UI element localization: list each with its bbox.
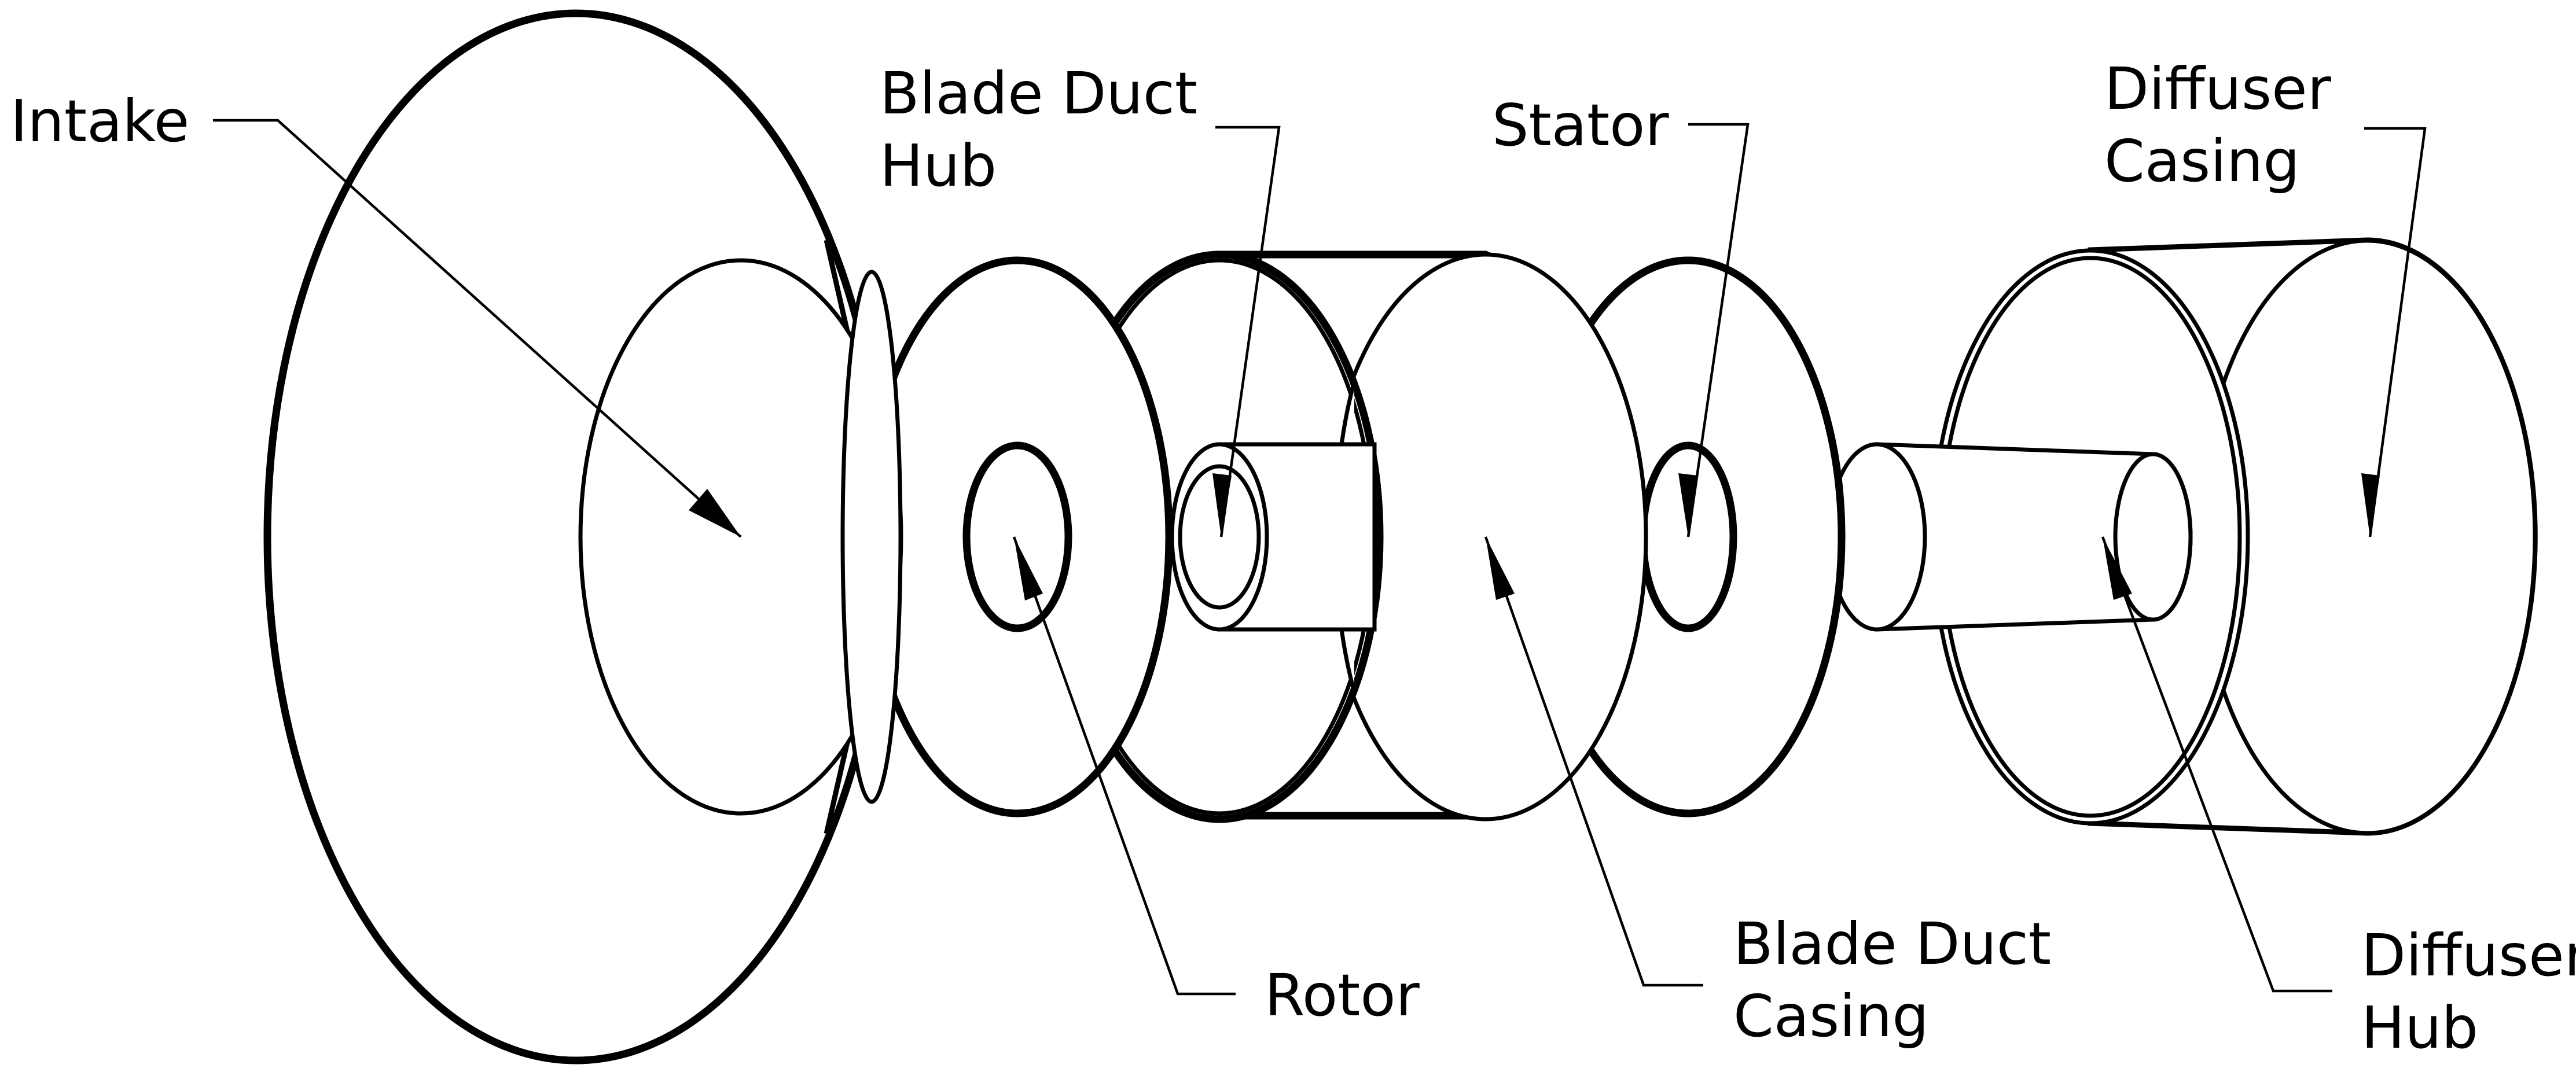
label-stator-line-1: Stator xyxy=(1492,91,1669,159)
label-rotor: Rotor xyxy=(1265,962,1420,1029)
leader-blade-duct-casing xyxy=(1484,536,1703,987)
leader-diffuser-casing xyxy=(2361,127,2427,537)
intake-part xyxy=(263,9,903,1064)
label-blade-duct-casing-line-2: Casing xyxy=(1733,982,1929,1050)
label-rotor-line-1: Rotor xyxy=(1265,962,1420,1029)
label-blade-duct-casing: Blade Duct Casing xyxy=(1733,910,2070,1050)
label-diffuser-hub-line-2: Hub xyxy=(2361,994,2478,1062)
label-diffuser-hub: Diffuser Hub xyxy=(2361,922,2576,1062)
leader-blade-duct-hub xyxy=(1212,126,1281,537)
label-blade-duct-hub: Blade Duct Hub xyxy=(880,60,1216,200)
leader-diffuser-hub xyxy=(2101,536,2332,993)
rotor-part xyxy=(862,256,1173,817)
label-diffuser-hub-line-1: Diffuser xyxy=(2361,922,2576,989)
label-stator: Stator xyxy=(1492,91,1669,159)
leader-intake xyxy=(213,119,742,538)
label-blade-duct-hub-line-2: Hub xyxy=(880,132,997,200)
label-intake: Intake xyxy=(10,87,189,155)
label-blade-duct-casing-line-1: Blade Duct xyxy=(1733,910,2051,978)
blade-duct-hub-part xyxy=(1170,442,1377,632)
label-blade-duct-hub-line-1: Blade Duct xyxy=(880,60,1197,127)
label-diffuser-casing-line-1: Diffuser xyxy=(2104,55,2332,123)
label-diffuser-casing: Diffuser Casing xyxy=(2104,55,2350,195)
leader-stator xyxy=(1678,123,1750,537)
label-intake-line-1: Intake xyxy=(10,87,189,155)
diffuser-hub-part xyxy=(1827,442,2193,632)
label-diffuser-casing-line-2: Casing xyxy=(2104,127,2300,195)
leader-rotor xyxy=(1012,536,1236,996)
